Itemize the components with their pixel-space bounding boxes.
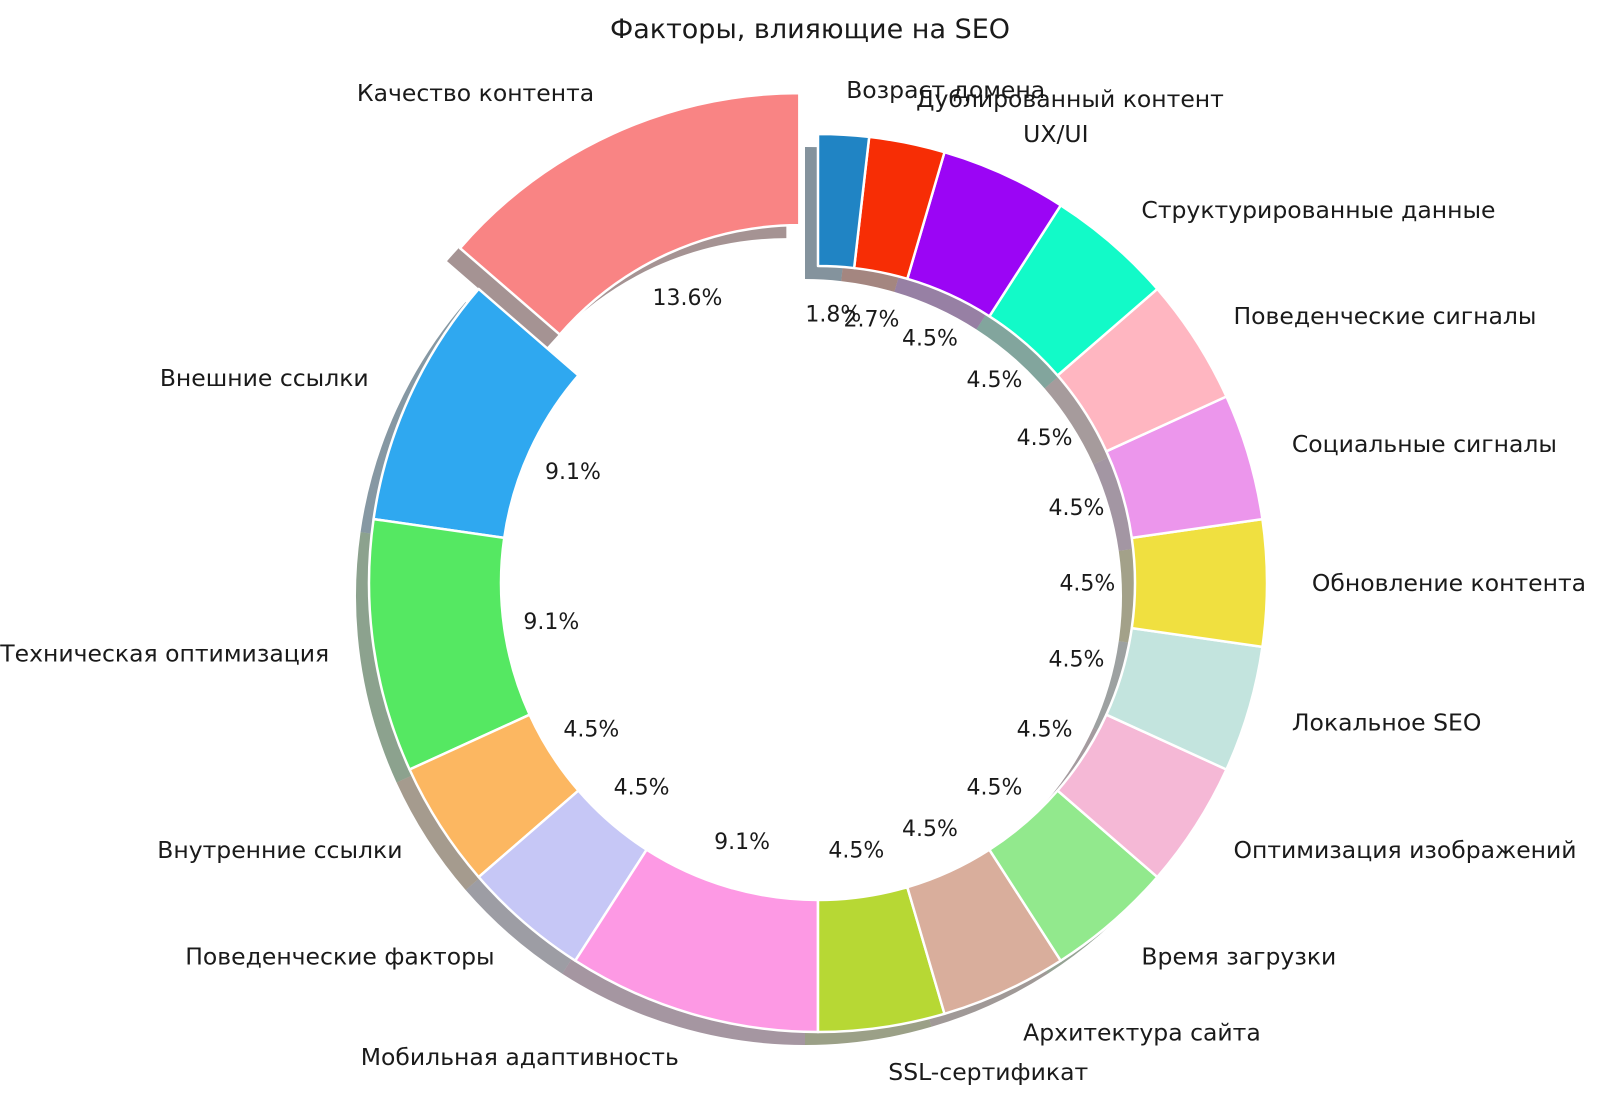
pie-category-label: Поведенческие факторы <box>185 942 494 970</box>
pie-category-label: Мобильная адаптивность <box>361 1043 679 1071</box>
pie-percent-label: 13.6% <box>652 286 722 311</box>
pie-percent-label: 9.1% <box>714 830 770 855</box>
pie-category-label: Структурированные данные <box>1141 196 1495 224</box>
pie-category-label: Поведенческие сигналы <box>1233 302 1536 330</box>
pie-percent-label: 4.5% <box>1059 572 1115 597</box>
pie-percent-label: 4.5% <box>563 717 619 742</box>
pie-slices <box>367 91 1269 1034</box>
pie-slice <box>1130 517 1269 649</box>
pie-category-label: UX/UI <box>1023 120 1088 148</box>
pie-percent-label: 9.1% <box>523 610 579 635</box>
pie-percent-label: 4.5% <box>614 775 670 800</box>
pie-category-label: Социальные сигналы <box>1292 430 1557 458</box>
pie-category-label: Дублированный контент <box>916 85 1224 113</box>
pie-percent-label: 1.8% <box>805 303 861 328</box>
pie-percent-label: 4.5% <box>966 368 1022 393</box>
pie-category-label: Качество контента <box>357 79 594 107</box>
pie-category-label: Архитектура сайта <box>1023 1018 1261 1046</box>
pie-category-labels: Качество контента Внешние ссылки Техническ… <box>0 76 1586 1086</box>
pie-percent-label: 4.5% <box>828 838 884 863</box>
pie-percent-label: 4.5% <box>1049 496 1105 521</box>
pie-category-label: Локальное SEO <box>1292 708 1481 736</box>
pie-percent-label: 2.7% <box>844 308 900 333</box>
pie-category-label: Техническая оптимизация <box>0 640 329 668</box>
pie-category-label: Оптимизация изображений <box>1233 836 1576 864</box>
pie-percent-label: 4.5% <box>1017 426 1073 451</box>
pie-percent-label: 4.5% <box>902 817 958 842</box>
pie-slice <box>816 132 871 270</box>
chart-title: Факторы, влияющие на SEO <box>610 14 1010 45</box>
pie-category-label: Возраст домена <box>846 76 1045 104</box>
pie-percent-label: 4.5% <box>1049 648 1105 673</box>
pie-percent-labels: 13.6% 9.1% 9.1% 4.5% 4.5% 9.1% 4.5% 4.5% 4.5% 4.5… <box>523 286 1115 864</box>
pie-percent-label: 4.5% <box>902 327 958 352</box>
pie-category-label: Внешние ссылки <box>160 364 369 392</box>
pie-category-label: Обновление контента <box>1312 569 1586 597</box>
pie-percent-label: 4.5% <box>966 775 1022 800</box>
pie-category-label: Время загрузки <box>1141 942 1336 970</box>
pie-percent-label: 4.5% <box>1017 717 1073 742</box>
pie-slice <box>458 91 801 336</box>
pie-category-label: Внутренние ссылки <box>157 836 402 864</box>
pie-percent-label: 9.1% <box>545 460 601 485</box>
pie-category-label: SSL-сертификат <box>888 1058 1088 1086</box>
